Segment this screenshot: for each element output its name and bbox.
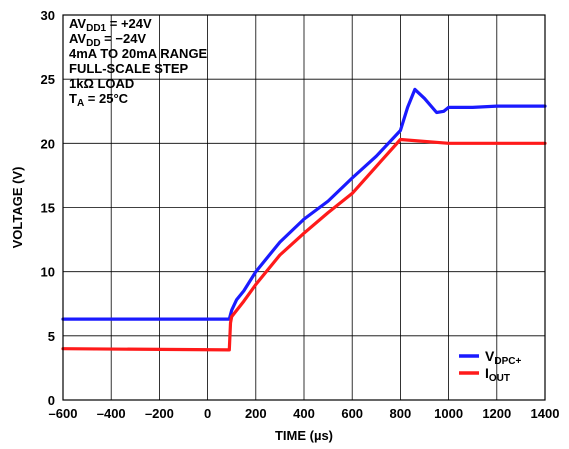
x-tick-label: 1000 [434,406,463,421]
annotation-line: 4mA TO 20mA RANGE [69,46,208,61]
series-line-1 [61,87,547,321]
y-tick-label: 0 [48,393,55,408]
y-tick-label: 25 [41,72,55,87]
x-tick-label: 0 [204,406,211,421]
y-axis-title: VOLTAGE (V) [10,167,25,249]
annotation-line: AVDD = −24V [69,31,146,49]
x-tick-label: –400 [97,406,126,421]
y-tick-label: 5 [48,329,55,344]
y-tick-label: 30 [41,8,55,23]
annotation-line: FULL-SCALE STEP [69,61,188,76]
series-line-2 [61,137,547,352]
annotation-line: 1kΩ LOAD [69,76,134,91]
y-tick-label: 10 [41,265,55,280]
x-tick-label: 1200 [482,406,511,421]
annotation-line: TA = 25°C [69,91,129,109]
annotation-line: AVDD1 = +24V [69,16,152,34]
x-tick-label: –600 [49,406,78,421]
legend-label: VDPC+ [485,348,521,367]
x-tick-label: 800 [390,406,412,421]
x-tick-labels: –600 –400 –200 0 200 400 600 800 1000 1200 1400 [49,406,560,421]
legend-label: IOUT [485,365,510,384]
x-tick-label: –200 [145,406,174,421]
x-tick-label: 600 [341,406,363,421]
y-tick-label: 20 [41,136,55,151]
legend: VDPC+IOUT [459,348,521,384]
series-layer [61,87,547,352]
x-tick-label: 1400 [531,406,560,421]
x-tick-label: 200 [245,406,267,421]
x-axis-title: TIME (µs) [275,428,333,443]
plot-frame [62,14,546,401]
y-tick-label: 15 [41,201,55,216]
y-tick-labels: 0 5 10 15 20 25 30 [41,8,55,408]
x-tick-label: 400 [293,406,315,421]
